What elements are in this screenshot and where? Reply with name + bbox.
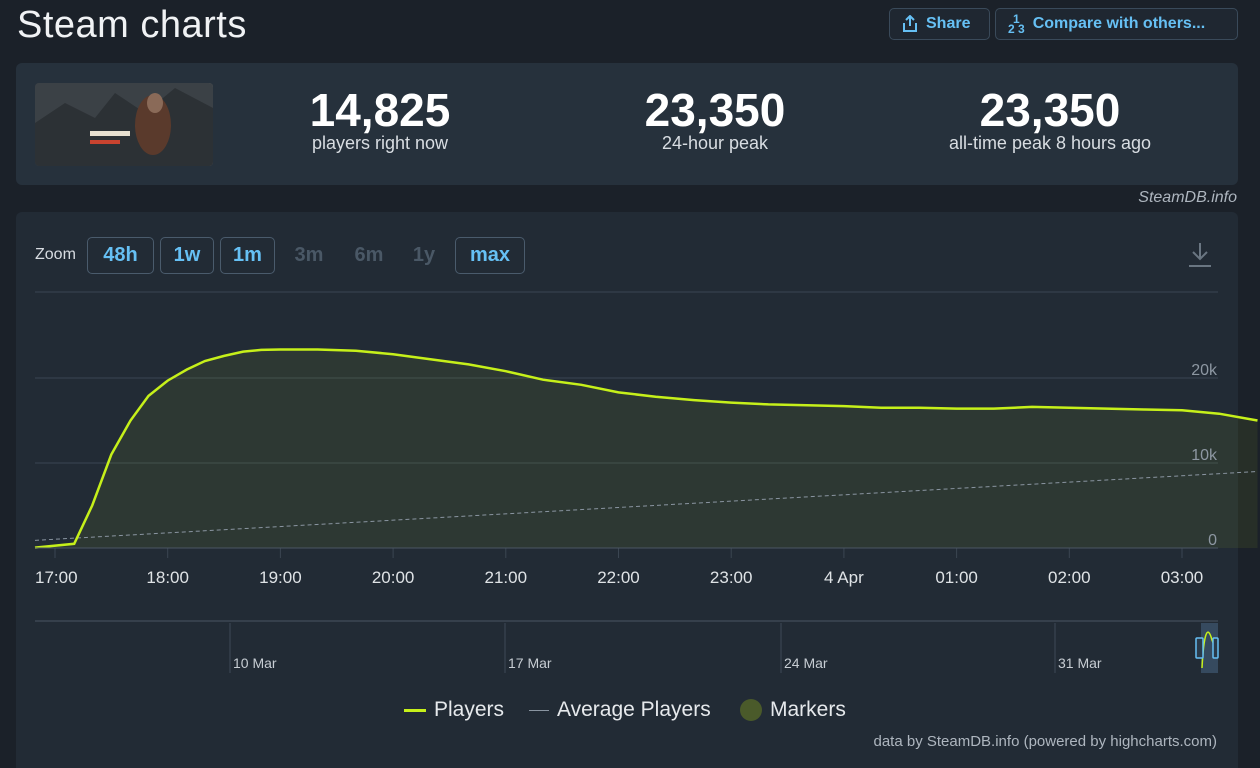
zoom-1w-button[interactable]: 1w (160, 237, 214, 274)
markers-legend-swatch (740, 699, 762, 721)
zoom-48h-button[interactable]: 48h (87, 237, 154, 274)
average-legend-label: Average Players (557, 698, 711, 721)
players-legend-label: Players (434, 698, 505, 721)
download-icon[interactable] (1187, 241, 1213, 269)
share-icon (903, 15, 917, 32)
highcharts-credit[interactable]: data by SteamDB.info (powered by highcha… (873, 733, 1218, 750)
navigator-label: 24 Mar (784, 655, 828, 671)
zoom-max-button[interactable]: max (455, 237, 525, 274)
share-label: Share (926, 15, 971, 32)
all-time-peak-stat: 23,350 all-time peak 8 hours ago (900, 85, 1200, 154)
navigator-label: 10 Mar (233, 655, 277, 671)
x-tick-label: 17:00 (35, 568, 78, 587)
day-peak-label: 24-hour peak (661, 133, 769, 153)
x-tick-label: 02:00 (1048, 568, 1091, 587)
game-cover-image[interactable] (35, 83, 213, 166)
x-tick-label: 03:00 (1161, 568, 1204, 587)
x-tick-label: 22:00 (597, 568, 640, 587)
current-players-value: 14,825 (309, 84, 451, 136)
zoom-3m-button: 3m (294, 244, 324, 266)
x-tick-label: 4 Apr (824, 568, 864, 587)
current-players-label: players right now (311, 133, 449, 153)
legend-markers[interactable]: Markers (740, 698, 846, 722)
markers-legend-label: Markers (770, 698, 846, 721)
navigator-handle-left[interactable] (1195, 637, 1204, 659)
navigator-handle-right[interactable] (1212, 637, 1219, 659)
x-tick-label: 21:00 (485, 568, 528, 587)
y-tick-label: 10k (1191, 447, 1218, 464)
players-line[interactable] (34, 348, 1258, 549)
legend-players[interactable]: Players (404, 698, 504, 722)
legend-average-players[interactable]: Average Players (529, 698, 711, 722)
x-tick-label: 01:00 (935, 568, 978, 587)
y-tick-label: 0 (1208, 532, 1217, 549)
current-players-stat: 14,825 players right now (230, 85, 530, 154)
zoom-6m-button: 6m (354, 244, 384, 266)
average-legend-swatch (529, 709, 549, 711)
day-peak-value: 23,350 (644, 84, 786, 136)
average-players-line (34, 471, 1258, 541)
zoom-1m-button[interactable]: 1m (220, 237, 275, 274)
navigator-label: 31 Mar (1058, 655, 1102, 671)
all-time-peak-value: 23,350 (979, 84, 1121, 136)
navigator-label: 17 Mar (508, 655, 552, 671)
x-tick-label: 19:00 (259, 568, 302, 587)
zoom-1y-button: 1y (412, 244, 436, 266)
share-button[interactable]: Share (889, 8, 990, 40)
steamdb-credit[interactable]: SteamDB.info (1138, 189, 1237, 206)
x-tick-label: 20:00 (372, 568, 415, 587)
x-tick-label: 18:00 (146, 568, 189, 587)
stats-panel: 14,825 players right now 23,350 24-hour … (16, 63, 1238, 185)
day-peak-stat: 23,350 24-hour peak (565, 85, 865, 154)
x-tick-label: 23:00 (710, 568, 753, 587)
compare-label: Compare with others... (1032, 15, 1206, 32)
y-tick-label: 20k (1191, 362, 1218, 379)
players-area (35, 349, 1258, 548)
navigator[interactable]: 10 Mar 17 Mar 24 Mar 31 Mar (35, 620, 1219, 673)
all-time-peak-label: all-time peak 8 hours ago (948, 133, 1152, 153)
players-legend-swatch (404, 708, 426, 712)
zoom-label: Zoom (35, 246, 76, 263)
chart-panel (16, 212, 1238, 768)
page-title: Steam charts (17, 4, 247, 46)
